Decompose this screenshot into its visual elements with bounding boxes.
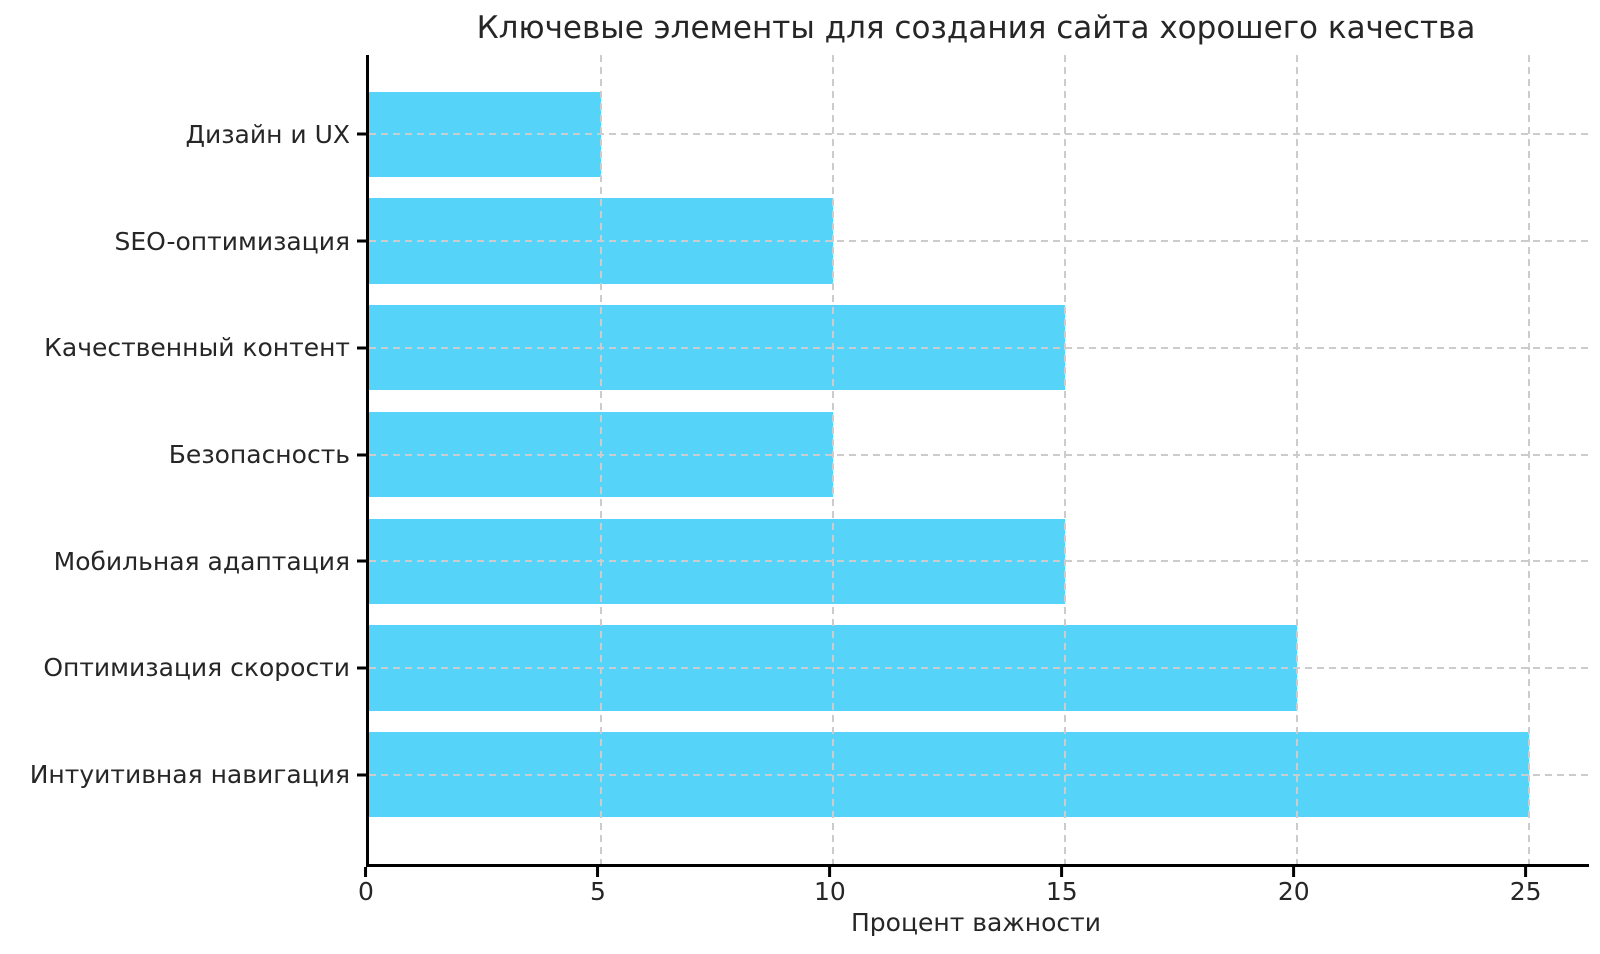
x-axis: 0 5 10 15 20 25 bbox=[358, 867, 1586, 912]
bar-rows bbox=[369, 55, 1589, 864]
y-tick-label: SEO-оптимизация bbox=[114, 226, 350, 256]
x-tick-mark bbox=[364, 867, 368, 877]
x-tick-mark bbox=[1060, 867, 1064, 877]
x-tick-mark bbox=[596, 867, 600, 877]
horizontal-gridline bbox=[369, 240, 1589, 243]
y-tick-label: Качественный контент bbox=[44, 333, 350, 363]
y-tick-mark bbox=[357, 346, 366, 350]
x-tick-label: 10 bbox=[813, 877, 846, 906]
bar-row bbox=[369, 188, 1589, 295]
y-tick-label: Интуитивная навигация bbox=[29, 760, 350, 790]
y-tick: Дизайн и UX bbox=[0, 81, 366, 188]
x-tick-label: 25 bbox=[1509, 877, 1542, 906]
x-tick: 0 bbox=[358, 867, 374, 906]
y-tick-label: Безопасность bbox=[168, 440, 350, 470]
plot-area bbox=[366, 55, 1589, 867]
bar-row bbox=[369, 81, 1589, 188]
horizontal-gridline bbox=[369, 773, 1589, 776]
x-tick-label: 0 bbox=[358, 877, 374, 906]
y-tick-mark bbox=[357, 559, 366, 563]
y-tick-label: Дизайн и UX bbox=[185, 119, 350, 149]
x-tick: 5 bbox=[590, 867, 606, 906]
y-axis: Дизайн и UX SEO-оптимизация Качественный к… bbox=[0, 55, 366, 864]
x-tick: 25 bbox=[1510, 867, 1542, 906]
x-tick-mark bbox=[1524, 867, 1528, 877]
x-tick: 20 bbox=[1278, 867, 1310, 906]
x-tick-label: 15 bbox=[1045, 877, 1078, 906]
bar-row bbox=[369, 508, 1589, 615]
bar-row bbox=[369, 401, 1589, 508]
y-tick: SEO-оптимизация bbox=[0, 188, 366, 295]
x-tick-label: 5 bbox=[589, 877, 606, 906]
chart-title: Ключевые элементы для создания сайта хор… bbox=[476, 10, 1476, 46]
vertical-gridline bbox=[831, 55, 834, 864]
horizontal-gridline bbox=[369, 346, 1589, 349]
bar-row bbox=[369, 721, 1589, 828]
vertical-gridline bbox=[599, 55, 602, 864]
y-tick: Безопасность bbox=[0, 401, 366, 508]
y-tick-label: Мобильная адаптация bbox=[53, 546, 350, 576]
vertical-gridline bbox=[1063, 55, 1066, 864]
x-tick: 15 bbox=[1046, 867, 1078, 906]
y-tick: Мобильная адаптация bbox=[0, 508, 366, 615]
y-tick-mark bbox=[357, 239, 366, 243]
vertical-gridline bbox=[1527, 55, 1530, 864]
bar-row bbox=[369, 615, 1589, 722]
bar-row bbox=[369, 294, 1589, 401]
y-tick: Оптимизация скорости bbox=[0, 615, 366, 722]
y-tick-label: Оптимизация скорости bbox=[43, 653, 350, 683]
x-tick: 10 bbox=[814, 867, 846, 906]
x-tick-label: 20 bbox=[1277, 877, 1310, 906]
x-tick-mark bbox=[1292, 867, 1296, 877]
x-tick-mark bbox=[828, 867, 832, 877]
y-tick: Качественный контент bbox=[0, 294, 366, 401]
y-tick-mark bbox=[357, 132, 366, 136]
y-tick-mark bbox=[357, 666, 366, 670]
vertical-gridline bbox=[1295, 55, 1298, 864]
y-tick-mark bbox=[357, 773, 366, 777]
horizontal-gridline bbox=[369, 133, 1589, 136]
horizontal-gridline bbox=[369, 453, 1589, 456]
y-tick-mark bbox=[357, 453, 366, 457]
horizontal-gridline bbox=[369, 560, 1589, 563]
horizontal-gridline bbox=[369, 666, 1589, 669]
y-tick: Интуитивная навигация bbox=[0, 721, 366, 828]
x-axis-title: Процент важности bbox=[851, 908, 1101, 937]
